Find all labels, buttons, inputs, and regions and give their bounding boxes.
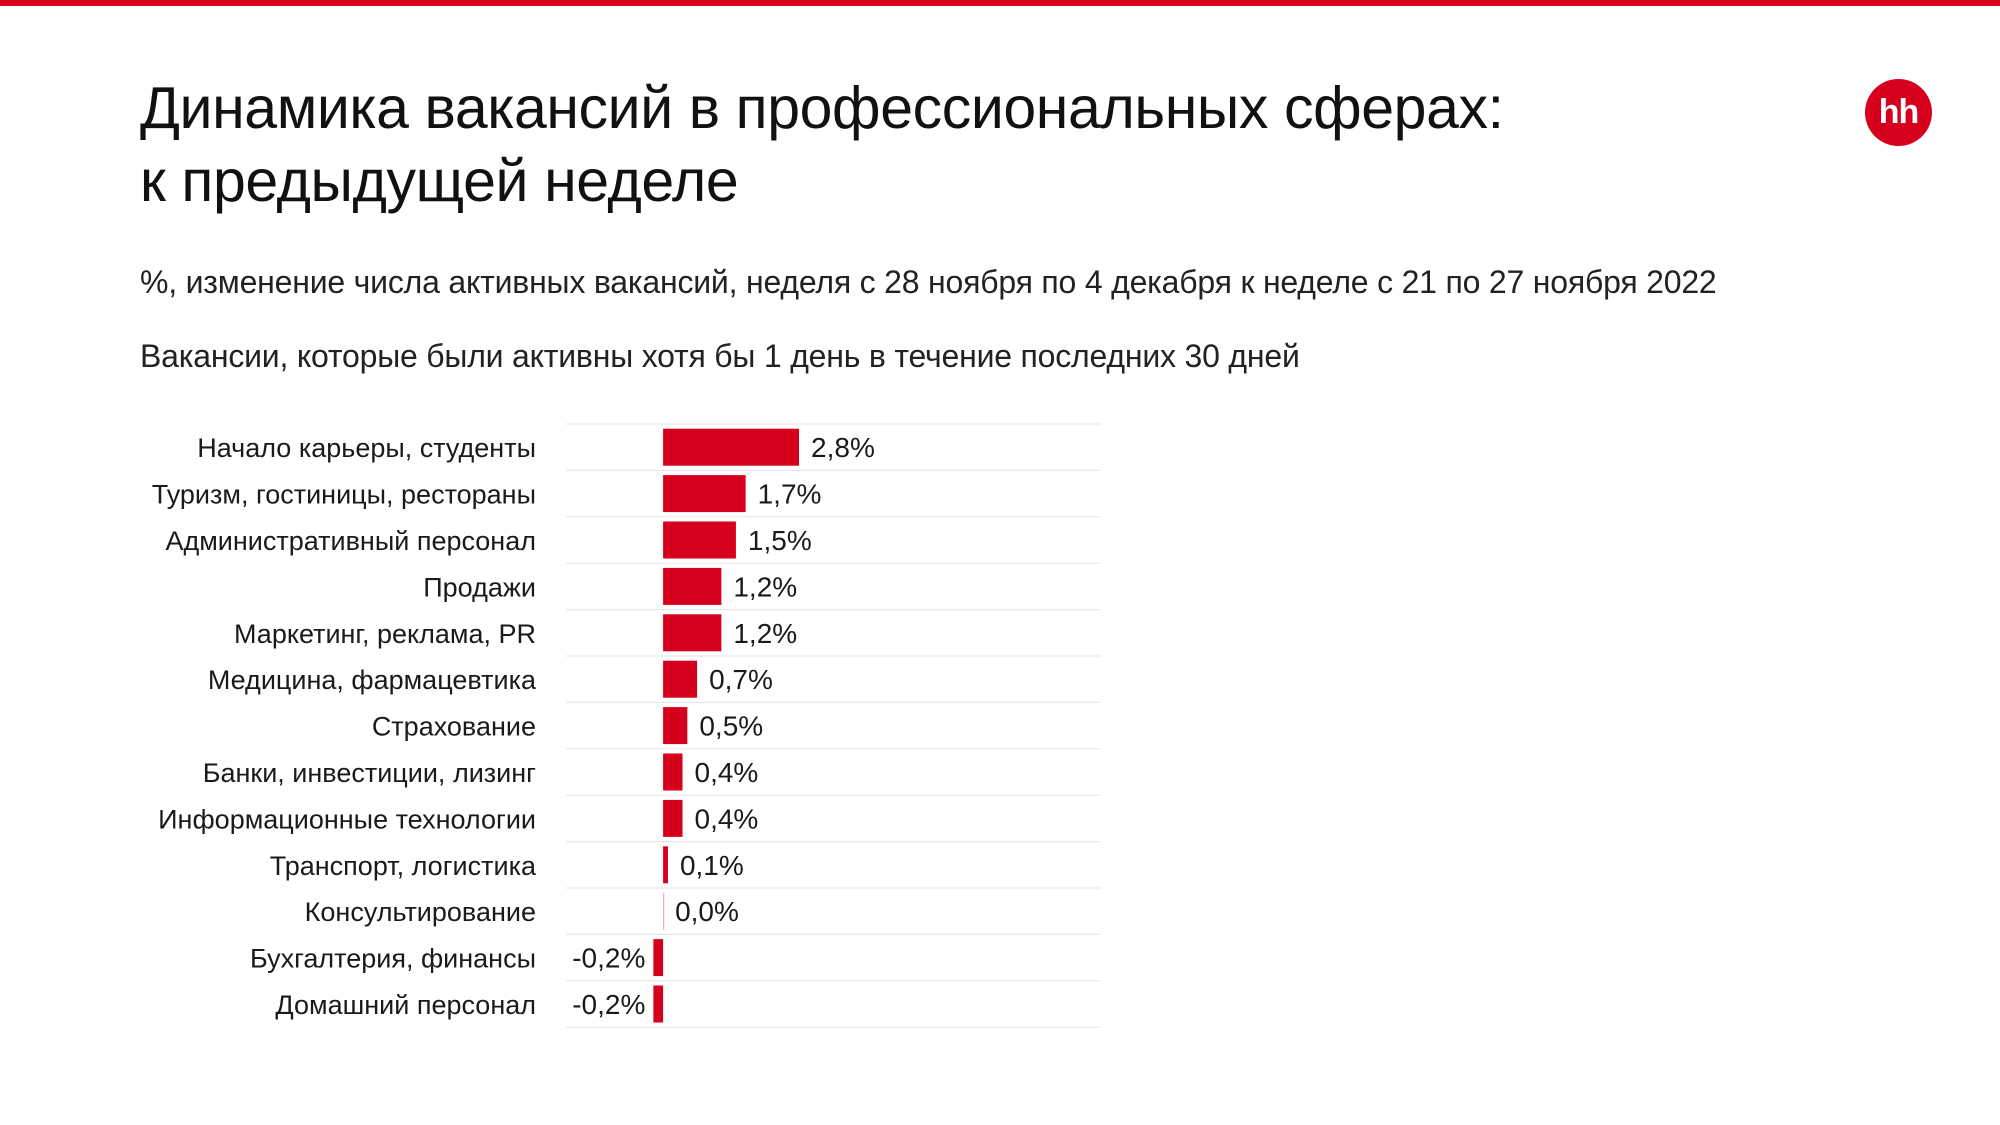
bar [663, 799, 683, 837]
category-label: Медицина, фармацевтика [208, 665, 537, 695]
chart-category-labels: Начало карьеры, студенты Туризм, гостиниц… [152, 433, 537, 1020]
category-label: Бухгалтерия, финансы [250, 944, 536, 974]
category-label: Консультирование [305, 897, 536, 927]
hh-logo: hh [1865, 79, 1932, 146]
data-label: 0,7% [709, 664, 773, 695]
bar [663, 567, 722, 605]
data-label: 0,1% [680, 850, 744, 881]
category-label: Банки, инвестиции, лизинг [203, 758, 536, 788]
category-label: Начало карьеры, студенты [197, 433, 536, 463]
data-label: 1,2% [733, 618, 797, 649]
data-label: 0,5% [699, 711, 763, 742]
bar [663, 521, 736, 559]
data-label: -0,2% [572, 943, 645, 974]
chart-bars [653, 428, 800, 1023]
category-label: Домашний персонал [275, 990, 536, 1020]
bar [663, 846, 668, 884]
data-label: 1,7% [758, 479, 822, 510]
bar [663, 753, 683, 791]
bar [663, 614, 722, 652]
data-label: 1,5% [748, 525, 812, 556]
bar [663, 707, 688, 745]
bar [653, 985, 664, 1023]
bar [663, 660, 698, 698]
page-title-line-1: Динамика вакансий в профессиональных сфе… [140, 75, 1504, 141]
data-label: 0,0% [675, 896, 739, 927]
bar [653, 939, 664, 977]
data-label: 0,4% [695, 757, 759, 788]
data-label: 1,2% [733, 571, 797, 602]
chart-gridlines [566, 423, 1100, 1028]
chart-note: Вакансии, которые были активны хотя бы 1… [140, 338, 1300, 374]
chart-subtitle: %, изменение числа активных вакансий, не… [140, 264, 1717, 300]
data-label: 0,4% [695, 803, 759, 834]
category-label: Продажи [423, 572, 536, 602]
category-label: Маркетинг, реклама, PR [234, 619, 536, 649]
category-label: Страхование [372, 712, 536, 742]
chart-value-labels: 2,8% 1,7% 1,5% 1,2% 1,2% 0,7% 0,5% 0,4% 0,4% 0,1%… [572, 432, 875, 1020]
category-label: Туризм, гостиницы, рестораны [152, 480, 536, 510]
data-label: 2,8% [811, 432, 875, 463]
category-label: Информационные технологии [158, 804, 536, 834]
category-label: Транспорт, логистика [270, 851, 537, 881]
page-title-line-2: к предыдущей неделе [140, 148, 739, 214]
category-label: Административный персонал [165, 526, 536, 556]
top-accent-stripe [0, 0, 2000, 6]
bar [663, 475, 746, 513]
page-title: Динамика вакансий в профессиональных сфе… [140, 72, 1504, 218]
data-label: -0,2% [572, 989, 645, 1020]
bar [663, 428, 800, 466]
bar [663, 892, 665, 930]
